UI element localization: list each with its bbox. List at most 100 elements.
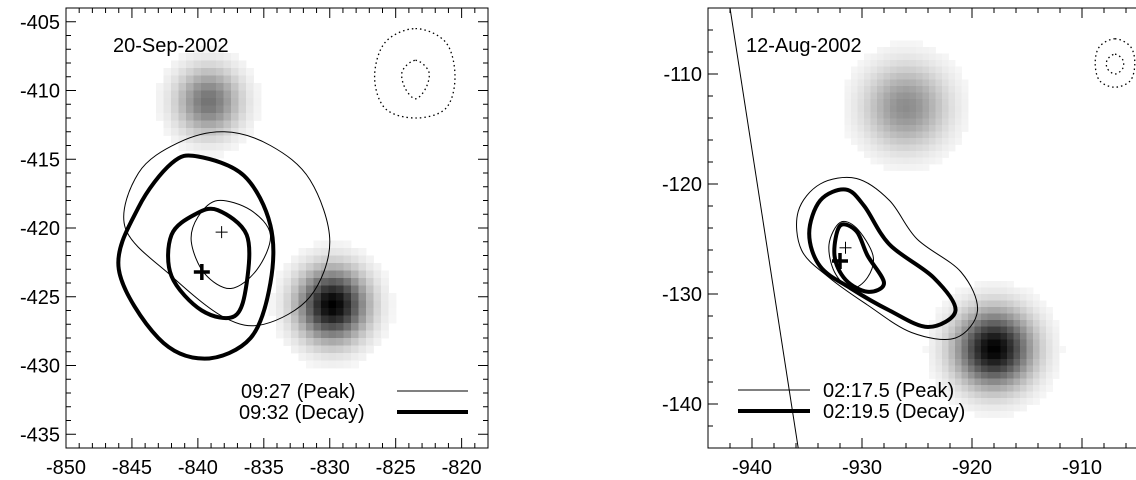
image-pixel <box>883 151 891 158</box>
image-pixel <box>870 73 878 80</box>
image-pixel <box>948 66 956 74</box>
image-pixel <box>193 68 202 76</box>
image-pixel <box>1020 294 1027 301</box>
image-pixel <box>298 293 307 301</box>
image-pixel <box>994 404 1001 412</box>
image-pixel <box>1000 385 1008 392</box>
image-pixel <box>306 278 314 286</box>
centroid-marker-peak <box>215 226 228 239</box>
image-pixel <box>955 352 962 360</box>
image-pixel <box>246 75 254 84</box>
y-tick-label: -410 <box>20 81 60 103</box>
image-pixel <box>929 352 936 360</box>
image-pixel <box>981 378 988 386</box>
image-pixel <box>193 53 202 61</box>
image-pixel <box>870 144 878 152</box>
image-pixel <box>201 90 209 99</box>
image-pixel <box>968 320 975 327</box>
panel-12-aug-2002 <box>729 8 1136 448</box>
image-pixel <box>216 105 224 114</box>
image-pixel <box>844 99 852 106</box>
image-pixel <box>987 287 995 295</box>
image-pixel <box>935 385 943 392</box>
image-pixel <box>896 138 904 145</box>
image-pixel <box>276 270 284 279</box>
image-pixel <box>283 278 292 286</box>
date-label: 12-Aug-2002 <box>746 35 862 57</box>
image-pixel <box>253 90 262 99</box>
image-pixel <box>987 281 995 288</box>
image-pixel <box>844 79 852 87</box>
image-pixel <box>935 73 943 80</box>
image-pixel <box>373 338 382 346</box>
image-pixel <box>935 99 943 106</box>
image-pixel <box>1007 333 1014 340</box>
image-pixel <box>942 359 949 366</box>
source-image-layer <box>156 45 397 369</box>
image-pixel <box>283 330 292 339</box>
image-pixel <box>883 118 891 126</box>
image-pixel <box>321 255 329 264</box>
image-pixel <box>1052 372 1060 379</box>
contour-peak <box>123 131 331 327</box>
image-pixel <box>208 120 217 129</box>
image-pixel <box>974 294 982 301</box>
image-pixel <box>283 300 292 309</box>
image-pixel <box>1000 287 1008 295</box>
image-pixel <box>231 98 239 106</box>
image-pixel <box>1046 333 1053 340</box>
image-pixel <box>1033 359 1040 366</box>
image-pixel <box>857 112 865 119</box>
image-pixel <box>1013 359 1021 366</box>
image-pixel <box>935 112 943 119</box>
image-pixel <box>935 131 943 139</box>
image-pixel <box>201 113 209 121</box>
image-pixel <box>851 66 858 74</box>
image-pixel <box>961 404 969 412</box>
image-pixel <box>306 330 314 339</box>
image-pixel <box>313 345 322 354</box>
image-pixel <box>1033 294 1040 301</box>
image-pixel <box>909 131 917 139</box>
image-pixel <box>1007 359 1014 366</box>
image-pixel <box>343 240 352 249</box>
image-pixel <box>246 128 254 136</box>
image-pixel <box>381 300 389 309</box>
image-pixel <box>201 143 209 151</box>
image-pixel <box>313 323 322 331</box>
image-pixel <box>178 105 187 114</box>
image-pixel <box>231 60 239 69</box>
image-pixel <box>987 378 995 386</box>
image-pixel <box>909 86 917 93</box>
contour-peak <box>190 199 271 290</box>
image-pixel <box>896 151 904 158</box>
image-pixel <box>916 40 923 48</box>
image-pixel <box>857 125 865 132</box>
image-pixel <box>366 255 374 264</box>
image-pixel <box>193 98 202 106</box>
y-tick-label: -420 <box>20 218 60 240</box>
image-pixel <box>864 118 871 126</box>
image-pixel <box>948 326 956 334</box>
image-pixel <box>1039 320 1047 327</box>
legend-background <box>236 378 396 424</box>
image-pixel <box>929 53 936 61</box>
image-pixel <box>903 164 910 171</box>
image-pixel <box>246 68 254 76</box>
image-pixel <box>1000 333 1008 340</box>
legend: 09:27 (Peak) 09:32 (Decay) <box>236 378 468 424</box>
image-pixel <box>961 398 969 405</box>
image-pixel <box>201 83 209 91</box>
image-pixel <box>1033 378 1040 386</box>
image-pixel <box>955 320 962 327</box>
image-pixel <box>942 66 949 74</box>
image-pixel <box>896 79 904 87</box>
image-pixel <box>961 118 969 126</box>
image-pixel <box>1013 365 1021 373</box>
image-pixel <box>1033 346 1040 353</box>
image-pixel <box>253 113 262 121</box>
image-pixel <box>935 144 943 152</box>
legend-label-peak: 09:27 (Peak) <box>241 381 356 403</box>
image-pixel <box>1026 333 1034 340</box>
image-pixel <box>291 270 299 279</box>
